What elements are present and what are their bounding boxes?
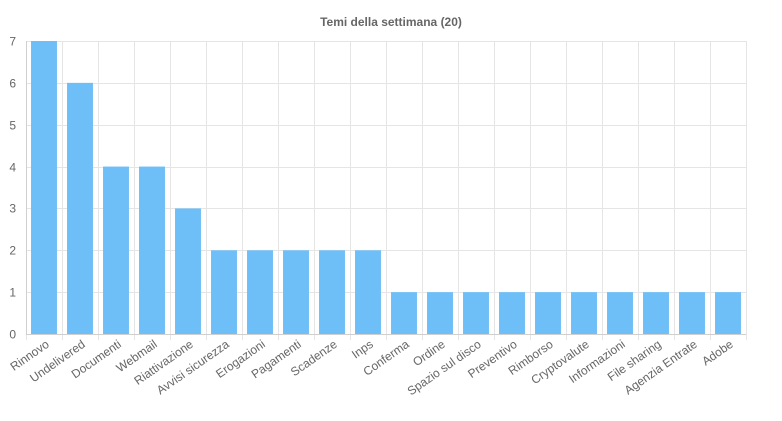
bar[interactable] xyxy=(67,82,93,334)
y-tick-label: 3 xyxy=(9,202,16,216)
bar[interactable] xyxy=(247,250,273,334)
bar[interactable] xyxy=(283,250,309,334)
y-tick-label: 1 xyxy=(9,286,16,300)
bar[interactable] xyxy=(679,292,705,334)
bar[interactable] xyxy=(571,292,597,334)
x-tick-label: Inps xyxy=(349,337,376,361)
bar[interactable] xyxy=(643,292,669,334)
chart-title: Temi della settimana (20) xyxy=(320,15,462,29)
bar[interactable] xyxy=(391,292,417,334)
bar[interactable] xyxy=(139,166,165,334)
y-tick-label: 0 xyxy=(9,328,16,342)
axes xyxy=(26,41,746,335)
y-tick-labels: 0 1 2 3 4 5 6 7 xyxy=(9,35,16,342)
y-tick-label: 7 xyxy=(9,35,16,49)
bar[interactable] xyxy=(175,208,201,334)
bar[interactable] xyxy=(355,250,381,334)
bar[interactable] xyxy=(607,292,633,334)
y-tick-label: 2 xyxy=(9,244,16,258)
y-tick-label: 6 xyxy=(9,77,16,91)
x-tick-labels: RinnovoUndeliveredDocumentiWebmailRiatti… xyxy=(8,337,736,398)
bar[interactable] xyxy=(319,250,345,334)
bar[interactable] xyxy=(211,250,237,334)
y-tick-label: 4 xyxy=(9,161,16,175)
bar[interactable] xyxy=(31,41,57,334)
bar[interactable] xyxy=(427,292,453,334)
bars xyxy=(31,41,741,334)
bar[interactable] xyxy=(715,292,741,334)
x-tick-label: Adobe xyxy=(699,337,736,369)
bar[interactable] xyxy=(463,292,489,334)
bar[interactable] xyxy=(535,292,561,334)
grid-lines xyxy=(26,41,747,340)
bar[interactable] xyxy=(103,166,129,334)
y-tick-label: 5 xyxy=(9,119,16,133)
bar[interactable] xyxy=(499,292,525,334)
